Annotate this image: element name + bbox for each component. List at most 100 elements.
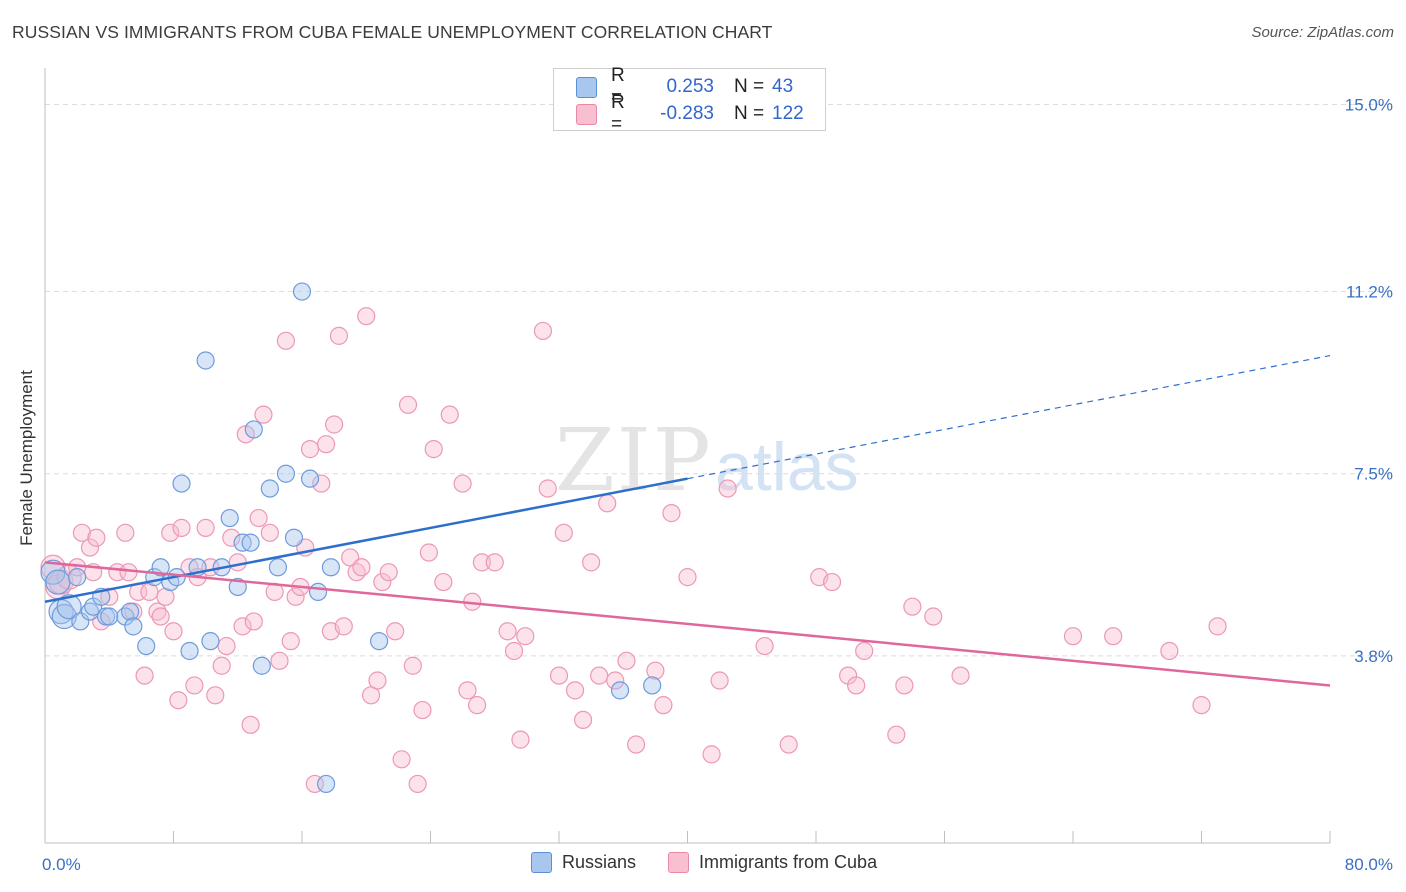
correlation-legend: R = 0.253 N = 43 R = -0.283 N = 122 [553, 65, 826, 135]
series-legend-label-russians: Russians [562, 852, 637, 872]
cuba-point-105 [779, 735, 798, 754]
cuba-point-24 [172, 518, 191, 537]
cuba-point-115 [951, 666, 970, 685]
y-tick-label-2: 11.2% [1346, 283, 1393, 302]
russians-point-29 [241, 533, 260, 552]
cuba-point-35 [233, 617, 252, 636]
grid [45, 103, 1392, 657]
cuba-point-92 [590, 666, 609, 685]
cuba-point-33 [222, 528, 241, 547]
series-legend: Russians Immigrants from Cuba [531, 852, 909, 873]
russians-point-34 [276, 464, 296, 483]
cuba-point-54 [325, 415, 344, 434]
cuba-point-51 [312, 474, 331, 493]
cuba-point-66 [392, 750, 411, 769]
cuba-point-87 [549, 666, 569, 685]
cuba-point-109 [847, 676, 866, 695]
tick-labels: 3.8% 7.5% 11.2% 15.0% 0.0% 80.0% [42, 95, 1393, 874]
cuba-point-13 [119, 563, 138, 582]
cuba-point-46 [286, 587, 305, 606]
cuba-point-32 [217, 636, 236, 656]
russians-point-38 [308, 582, 328, 601]
legend-n-value: 43 [772, 76, 794, 97]
russians-point-5 [68, 568, 87, 587]
cuba-point-59 [352, 558, 371, 577]
russians-point-33 [268, 558, 288, 577]
cuba-point-112 [895, 676, 914, 695]
legend-n-label: N = [734, 103, 765, 124]
axes [44, 68, 1331, 844]
cuba-point-16 [135, 666, 154, 685]
series-legend-label-cuba: Immigrants from Cuba [699, 852, 878, 872]
russians-point-24 [201, 632, 220, 651]
legend-swatch-russians [576, 76, 597, 98]
russians-point-1 [45, 569, 71, 595]
cuba-point-103 [718, 479, 737, 498]
y-tick-label-1: 7.5% [1354, 465, 1393, 484]
cuba-point-98 [654, 696, 673, 715]
cuba-point-79 [472, 553, 491, 572]
cuba-point-63 [373, 572, 392, 592]
russians-point-15 [137, 636, 156, 656]
russians-point-35 [284, 528, 304, 547]
russians-point-14 [124, 617, 143, 636]
cuba-point-69 [408, 774, 427, 794]
cuba-point-111 [887, 725, 906, 744]
cuba-point-84 [516, 627, 535, 646]
y-axis-label: Female Unemployment [17, 370, 36, 546]
cuba-point-107 [822, 572, 842, 592]
cuba-point-73 [434, 572, 453, 592]
cuba-point-38 [244, 612, 263, 631]
russians-point-21 [180, 641, 199, 661]
cuba-point-110 [855, 641, 874, 661]
russians-point-13 [121, 602, 140, 621]
cuba-point-22 [164, 622, 183, 641]
russians-point-37 [300, 469, 320, 488]
legend-swatch-cuba [576, 103, 597, 125]
cuba-point-39 [249, 508, 268, 528]
russians-trend-line [44, 477, 688, 603]
cuba-point-60 [357, 307, 376, 326]
cuba-point-8 [87, 528, 106, 547]
cuba-point-64 [379, 563, 398, 582]
cuba-point-70 [413, 700, 432, 720]
cuba-point-88 [554, 523, 573, 542]
cuba-point-76 [458, 681, 477, 700]
chart-title: RUSSIAN VS IMMIGRANTS FROM CUBA FEMALE U… [12, 22, 773, 42]
cuba-point-89 [565, 681, 585, 700]
cuba-point-72 [424, 440, 443, 459]
russians-point-42 [610, 681, 630, 700]
cuba-point-78 [467, 696, 487, 715]
cuba-point-80 [485, 553, 504, 572]
cuba-trend-line [44, 561, 1331, 687]
y-tick-label-0: 3.8% [1354, 647, 1393, 666]
source-label: Source: ZipAtlas.com [1251, 24, 1394, 41]
cuba-point-94 [606, 671, 625, 690]
cuba-point-31 [212, 656, 231, 675]
cuba-point-56 [334, 617, 353, 636]
cuba-point-68 [403, 656, 422, 675]
cuba-point-12 [116, 523, 135, 542]
cuba-point-75 [453, 474, 472, 493]
legend-n-value: 122 [772, 103, 804, 124]
russians-point-32 [260, 479, 279, 498]
russians-point-43 [643, 676, 662, 695]
russians-point-23 [196, 351, 215, 370]
russians-point-40 [321, 558, 341, 577]
cuba-point-114 [924, 607, 943, 626]
russians-point-41 [370, 632, 389, 651]
russians-point-6 [71, 612, 90, 631]
russians-point-27 [228, 577, 247, 597]
cuba-point-62 [368, 671, 387, 690]
cuba-point-43 [270, 651, 289, 670]
russians-point-17 [151, 558, 170, 577]
watermark-atlas: atlas [715, 429, 859, 505]
cuba-point-117 [1104, 627, 1123, 646]
cuba-point-45 [281, 632, 300, 651]
russians-point-11 [100, 607, 119, 626]
cuba-point-104 [755, 636, 774, 656]
cuba-point-71 [419, 543, 438, 562]
cuba-point-40 [254, 405, 273, 424]
cuba-point-93 [598, 494, 617, 513]
series-cuba-points [40, 307, 1227, 794]
